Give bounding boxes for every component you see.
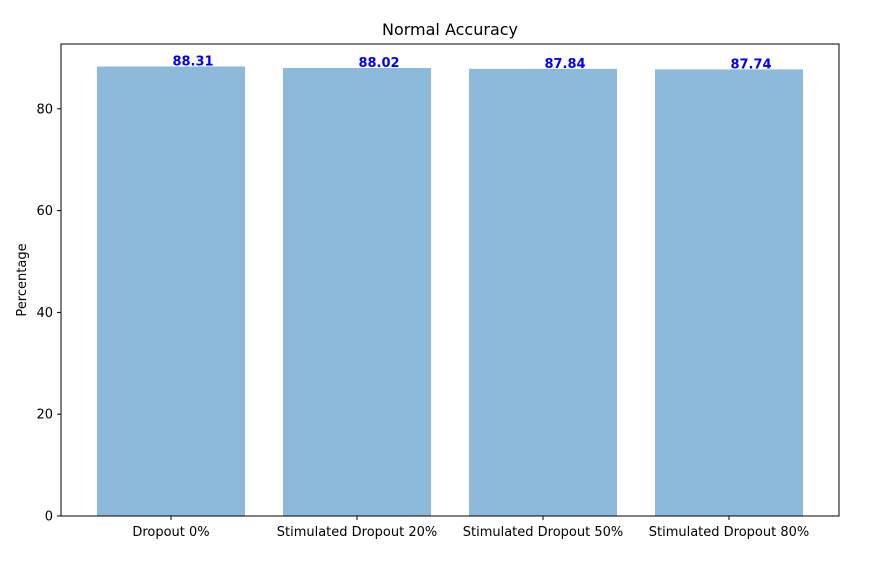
x-tick-label-3: Stimulated Dropout 50% <box>463 525 624 540</box>
y-tick-label-60: 60 <box>36 204 53 219</box>
y-tick-label-20: 20 <box>36 408 53 423</box>
bar-2 <box>283 67 431 516</box>
plot-frame <box>60 43 840 517</box>
y-tick-label-40: 40 <box>36 306 53 321</box>
bars-group <box>97 66 803 517</box>
x-tick-label-2: Stimulated Dropout 20% <box>277 525 438 540</box>
value-labels-group: 88.31 88.02 87.84 87.74 <box>172 54 771 72</box>
y-axis: 0 20 40 60 80 <box>36 102 61 525</box>
bar-3 <box>469 68 617 517</box>
x-tick-label-4: Stimulated Dropout 80% <box>649 525 810 540</box>
value-label-2: 88.02 <box>358 56 399 71</box>
bar-4 <box>655 69 803 517</box>
x-tick-label-1: Dropout 0% <box>132 525 209 540</box>
chart-title: Normal Accuracy <box>382 20 518 39</box>
value-label-1: 88.31 <box>172 54 213 69</box>
value-label-3: 87.84 <box>544 57 585 72</box>
y-tick-label-80: 80 <box>36 102 53 117</box>
y-axis-label: Percentage <box>15 243 30 316</box>
y-tick-label-0: 0 <box>45 510 53 525</box>
bar-1 <box>97 66 245 517</box>
value-label-4: 87.74 <box>730 57 771 72</box>
x-axis: Dropout 0% Stimulated Dropout 20% Stimulat… <box>132 516 809 540</box>
